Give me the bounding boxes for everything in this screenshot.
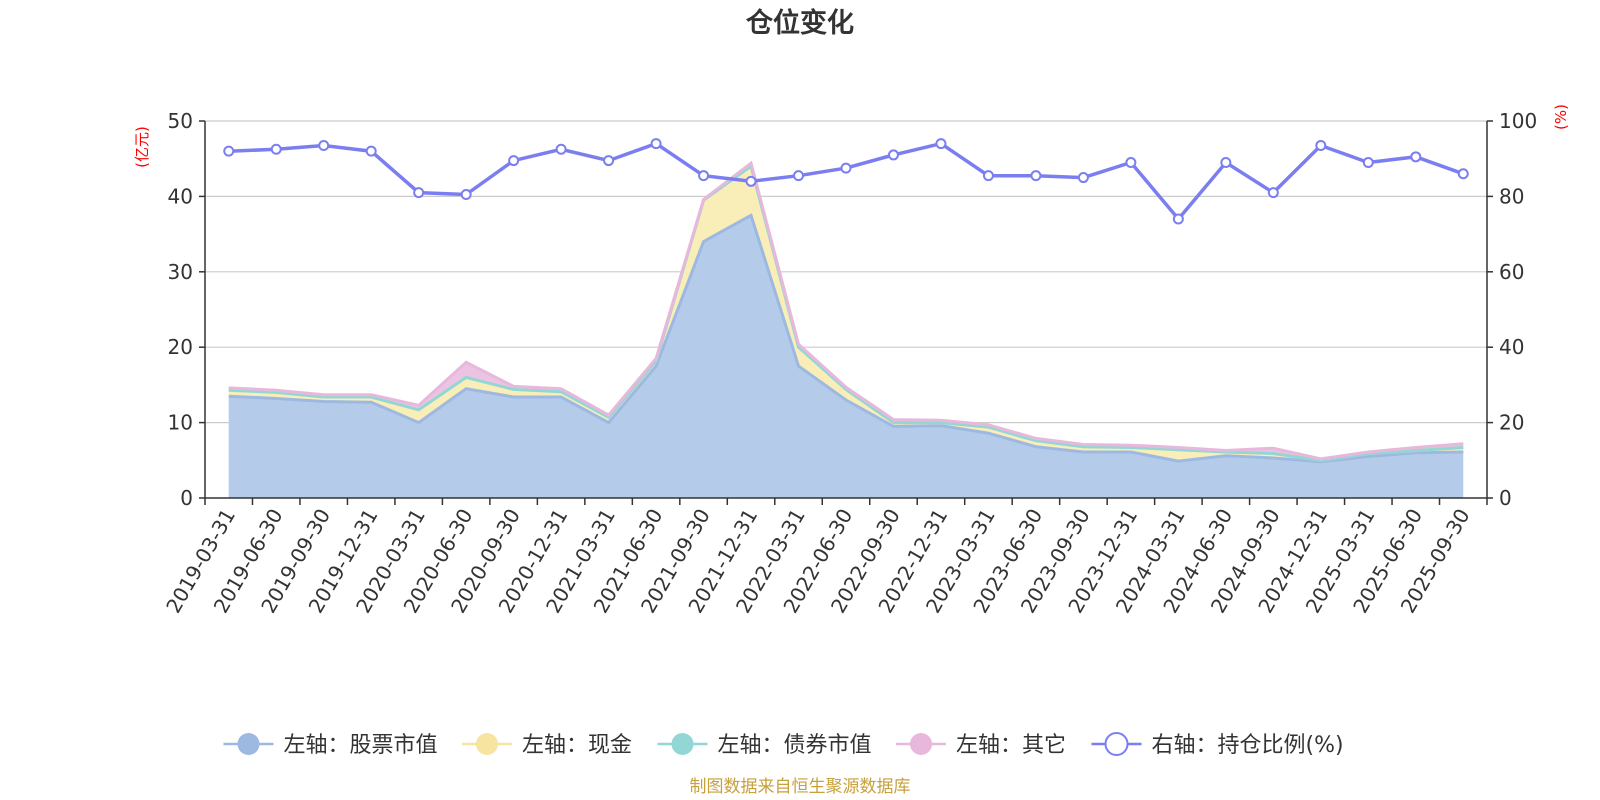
ratio-point	[745, 175, 757, 187]
left-axis-tick-label: 30	[168, 260, 193, 284]
ratio-point	[698, 170, 710, 182]
legend-marker	[671, 733, 694, 755]
ratio-line	[223, 138, 1469, 225]
left-axis-tick-label: 10	[168, 411, 193, 435]
area-左轴：股票市值	[228, 215, 1464, 499]
left-axis-tick-label: 20	[168, 335, 193, 359]
legend: 左轴：股票市值 左轴：现金 左轴：债券市值 左轴：其它 右轴：持仓比例(%)	[223, 732, 1344, 758]
legend-label: 左轴：债券市值	[718, 733, 872, 758]
ratio-point	[365, 145, 377, 157]
right-axis-tick-label: 0	[1499, 486, 1512, 510]
stacked-areas	[228, 160, 1464, 499]
chart-title: 仓位变化	[745, 7, 854, 39]
legend-label: 左轴：现金	[522, 733, 632, 758]
ratio-point	[982, 170, 994, 182]
ratio-point	[840, 162, 852, 174]
ratio-point	[1172, 213, 1184, 225]
ratio-point	[270, 143, 282, 155]
ratio-point	[793, 170, 805, 182]
legend-label: 右轴：持仓比例(%)	[1152, 733, 1344, 758]
ratio-point	[650, 138, 662, 150]
right-axis-tick-label: 40	[1499, 335, 1524, 359]
legend-item: 右轴：持仓比例(%)	[1091, 732, 1344, 758]
legend-item: 左轴：股票市值	[223, 733, 438, 758]
ratio-point	[508, 155, 520, 167]
legend-item: 左轴：债券市值	[657, 733, 872, 758]
legend-marker	[1104, 732, 1129, 756]
legend-marker	[476, 733, 498, 755]
ratio-point	[1457, 168, 1469, 180]
right-axis-tick-label: 20	[1499, 411, 1524, 435]
ratio-point	[887, 149, 899, 161]
ratio-point	[1267, 187, 1279, 199]
area-outline-左轴：债券市值	[228, 163, 1464, 462]
legend-item: 左轴：其它	[896, 733, 1066, 758]
legend-item: 左轴：现金	[462, 733, 632, 758]
ratio-point	[1125, 156, 1137, 168]
ratio-point	[223, 145, 235, 157]
right-axis-unit-label: (%)	[1552, 104, 1570, 130]
ratio-point	[603, 155, 615, 167]
legend-label: 左轴：股票市值	[284, 733, 438, 758]
ratio-point	[1030, 170, 1042, 182]
ratio-point	[935, 138, 947, 150]
ratio-point	[1362, 156, 1374, 168]
ratio-point	[413, 187, 425, 199]
legend-marker	[910, 733, 932, 755]
ratio-point	[1315, 140, 1327, 152]
data-source-note: 制图数据来自恒生聚源数据库	[690, 777, 911, 797]
right-axis-tick-label: 100	[1499, 109, 1537, 133]
ratio-point	[555, 143, 567, 155]
right-axis-tick-label: 60	[1499, 260, 1524, 284]
legend-marker	[237, 733, 260, 755]
axes: 010203040500204060801002019-03-312019-06…	[161, 109, 1537, 617]
ratio-point	[460, 189, 472, 201]
area-outline-左轴：其它	[228, 160, 1464, 461]
legend-label: 左轴：其它	[956, 733, 1066, 758]
line-右轴：持仓比例(%)	[228, 141, 1464, 222]
right-axis-tick-label: 80	[1499, 184, 1524, 208]
ratio-point	[318, 140, 330, 152]
ratio-point	[1410, 151, 1422, 163]
left-axis-unit-label: (亿元)	[133, 126, 151, 168]
ratio-point	[1220, 156, 1232, 168]
left-axis-tick-label: 0	[180, 486, 193, 510]
left-axis-tick-label: 40	[168, 184, 193, 208]
ratio-point	[1077, 172, 1089, 184]
left-axis-tick-label: 50	[168, 109, 193, 133]
area-outline-左轴：股票市值	[228, 213, 1464, 464]
